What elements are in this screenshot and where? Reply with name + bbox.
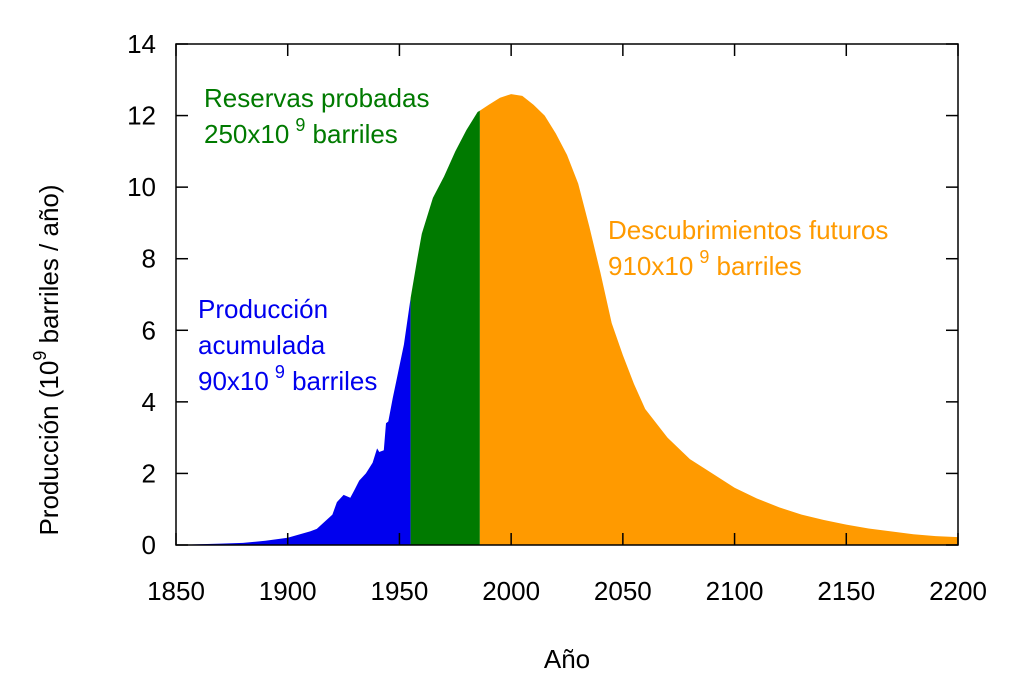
region-annotations: Producción acumulada 90x10 9 barriles Reserv… <box>198 83 888 396</box>
y-tick-label: 6 <box>142 315 156 345</box>
plot-frame <box>175 43 959 546</box>
y-tick-label: 4 <box>142 387 156 417</box>
region-label-text: 250x10 <box>204 119 289 149</box>
y-axis-title-exponent: 9 <box>30 351 50 361</box>
region-label-suffix: barriles <box>285 366 377 396</box>
y-tick-label: 8 <box>142 244 156 274</box>
region-label-1-line-3: 90x10 9 barriles <box>198 362 377 396</box>
region-label-exponent: 9 <box>699 247 709 267</box>
axis-ticks: 1850 1900 1950 2000 2050 2100 2150 2200 0 2 4 6 8 10 1… <box>127 29 987 606</box>
region-label-text: 910x10 <box>608 251 693 281</box>
region-label-suffix: barriles <box>709 251 801 281</box>
chart-areas <box>176 94 958 545</box>
x-tick-label: 2050 <box>594 576 652 606</box>
x-tick-label: 2200 <box>929 576 987 606</box>
y-tick-label: 12 <box>127 101 156 131</box>
y-axis-title-main: Producción (10 <box>34 361 64 536</box>
y-tick-label: 14 <box>127 29 156 59</box>
region-label-exponent: 9 <box>275 362 285 382</box>
y-tick-label: 0 <box>142 530 156 560</box>
y-axis-title: Producción (109 barriles / año) <box>30 184 64 535</box>
x-tick-label: 1900 <box>259 576 317 606</box>
x-tick-label: 1850 <box>147 576 205 606</box>
x-tick-label: 2100 <box>706 576 764 606</box>
x-tick-label: 2000 <box>482 576 540 606</box>
x-axis-title: Año <box>544 644 590 674</box>
area-region-2 <box>410 110 480 545</box>
x-tick-label: 2150 <box>817 576 875 606</box>
region-label-3-line-1: Descubrimientos futuros <box>608 215 888 245</box>
area-region-3 <box>479 94 958 545</box>
region-label-1-line-1: Producción <box>198 294 328 324</box>
area-region-1 <box>176 298 411 545</box>
y-axis-title-suffix: barriles / año) <box>34 184 64 350</box>
region-label-1-line-2: acumulada <box>198 330 326 360</box>
y-tick-label: 2 <box>142 458 156 488</box>
region-label-exponent: 9 <box>295 115 305 135</box>
region-label-text: 90x10 <box>198 366 269 396</box>
region-label-3-line-2: 910x10 9 barriles <box>608 247 802 281</box>
y-tick-label: 10 <box>127 172 156 202</box>
region-label-2-line-2: 250x10 9 barriles <box>204 115 398 149</box>
x-tick-label: 1950 <box>371 576 429 606</box>
region-label-suffix: barriles <box>305 119 397 149</box>
region-label-2-line-1: Reservas probadas <box>204 83 429 113</box>
